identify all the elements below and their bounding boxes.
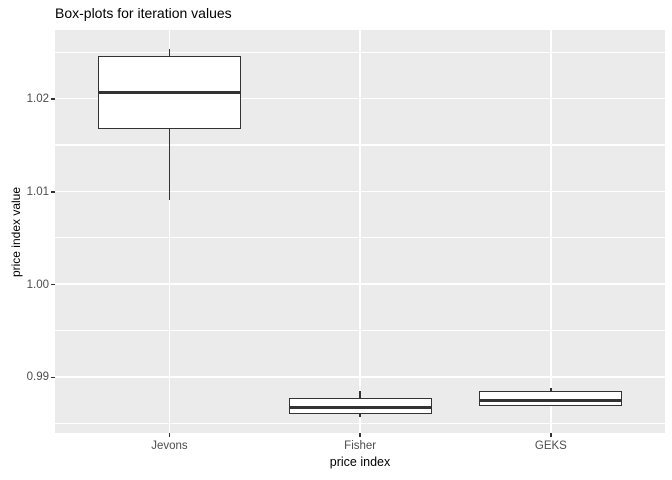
- y-axis-tick-mark: [51, 283, 55, 286]
- gridline-major-x: [359, 30, 361, 433]
- boxplot-fisher-median: [288, 405, 432, 409]
- x-axis-tick-mark: [550, 433, 552, 437]
- y-tick-label: 0.99: [26, 371, 49, 384]
- boxplot-jevons-median: [97, 90, 241, 94]
- boxplot-fisher-lower-whisker: [359, 412, 361, 417]
- plot-panel: [55, 30, 665, 433]
- y-axis-tick-mark: [51, 376, 55, 379]
- chart-title: Box-plots for iteration values: [55, 5, 232, 21]
- boxplot-jevons-upper-whisker: [168, 49, 171, 57]
- y-axis-title: price index value: [9, 186, 23, 278]
- x-tick-label: GEKS: [534, 440, 567, 452]
- x-axis-tick-mark: [359, 433, 361, 437]
- y-axis-tick-mark: [51, 98, 55, 100]
- boxplot-geks-box: [479, 390, 623, 406]
- gridline-major-x: [550, 30, 552, 433]
- y-tick-label: 1.00: [26, 278, 49, 291]
- boxplot-fisher-upper-whisker: [359, 390, 361, 400]
- x-tick-label: Fisher: [344, 440, 377, 452]
- y-tick-label: 1.02: [26, 93, 49, 106]
- y-axis-tick-mark: [51, 191, 55, 193]
- gridline-major-x: [168, 30, 171, 433]
- x-tick-label: Jevons: [151, 440, 188, 452]
- boxplot-geks-upper-whisker: [550, 387, 552, 392]
- x-axis-title: price index: [329, 455, 391, 469]
- boxplot-jevons-lower-whisker: [168, 128, 171, 200]
- x-axis-tick-mark: [168, 433, 171, 437]
- boxplot-geks-median: [479, 398, 623, 402]
- y-tick-label: 1.01: [26, 185, 49, 198]
